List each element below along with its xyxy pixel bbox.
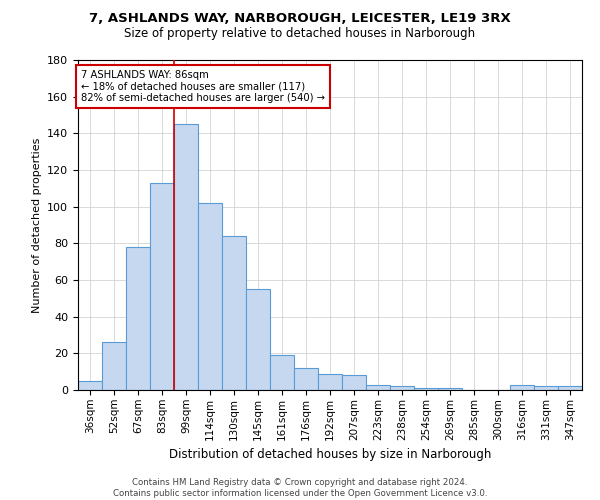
Bar [294,368,318,390]
Text: 7 ASHLANDS WAY: 86sqm
← 18% of detached houses are smaller (117)
82% of semi-det: 7 ASHLANDS WAY: 86sqm ← 18% of detached … [80,70,325,103]
Bar [102,342,126,390]
Bar [246,289,270,390]
Bar [318,374,342,390]
Bar [534,386,558,390]
Bar [150,183,174,390]
Bar [366,384,390,390]
Bar [174,124,198,390]
Bar [198,203,222,390]
Bar [438,388,462,390]
Bar [222,236,246,390]
Y-axis label: Number of detached properties: Number of detached properties [32,138,41,312]
X-axis label: Distribution of detached houses by size in Narborough: Distribution of detached houses by size … [169,448,491,461]
Bar [270,355,294,390]
Bar [510,384,534,390]
Text: Contains HM Land Registry data © Crown copyright and database right 2024.
Contai: Contains HM Land Registry data © Crown c… [113,478,487,498]
Bar [558,386,582,390]
Bar [390,386,414,390]
Text: 7, ASHLANDS WAY, NARBOROUGH, LEICESTER, LE19 3RX: 7, ASHLANDS WAY, NARBOROUGH, LEICESTER, … [89,12,511,26]
Bar [126,247,150,390]
Bar [342,376,366,390]
Bar [414,388,438,390]
Text: Size of property relative to detached houses in Narborough: Size of property relative to detached ho… [124,28,476,40]
Bar [78,381,102,390]
